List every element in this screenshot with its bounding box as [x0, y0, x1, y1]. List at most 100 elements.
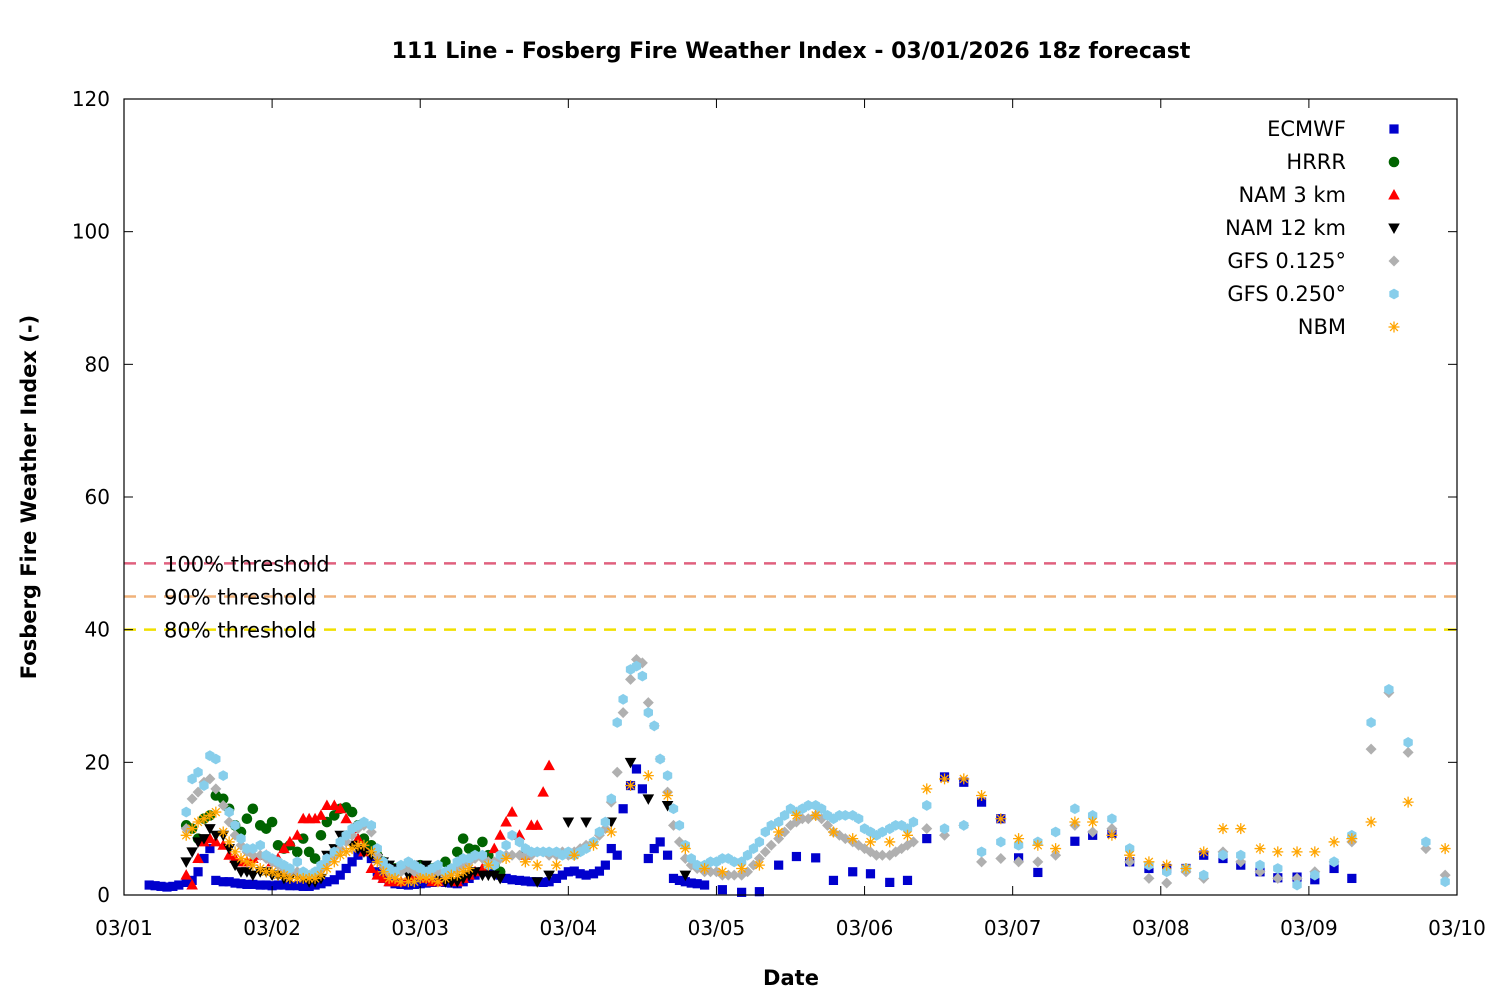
data-point — [192, 852, 204, 864]
data-point — [150, 881, 160, 891]
data-point — [606, 843, 616, 854]
data-point — [229, 860, 241, 872]
data-point — [193, 766, 203, 778]
data-point — [192, 786, 204, 798]
data-point — [686, 878, 696, 888]
data-point — [432, 876, 444, 888]
data-point — [315, 809, 327, 820]
data-point — [921, 783, 933, 795]
data-point — [976, 790, 988, 801]
data-point — [247, 803, 259, 815]
data-point — [284, 872, 296, 884]
data-point — [1143, 872, 1155, 884]
data-point — [217, 799, 229, 811]
data-point — [224, 806, 234, 818]
data-point — [217, 793, 229, 805]
data-point — [1291, 846, 1303, 858]
data-point — [922, 834, 932, 844]
data-point — [1309, 846, 1321, 858]
data-point — [278, 842, 290, 854]
data-point — [939, 829, 951, 841]
data-point — [1365, 816, 1377, 828]
data-point — [291, 872, 303, 884]
data-point — [1087, 816, 1099, 828]
data-point — [352, 832, 364, 844]
data-point — [217, 826, 229, 838]
data-point — [643, 853, 653, 864]
data-point — [1125, 843, 1135, 854]
data-point — [248, 843, 258, 854]
x-tick-label: 03/07 — [984, 916, 1042, 940]
data-point — [742, 849, 753, 861]
data-point — [754, 836, 765, 848]
data-point — [976, 856, 988, 868]
data-point — [440, 856, 451, 868]
data-point — [192, 816, 204, 828]
data-point — [477, 836, 488, 848]
data-point — [186, 823, 198, 835]
data-point — [174, 880, 184, 890]
data-point — [1272, 872, 1284, 884]
data-point — [501, 839, 511, 851]
data-point — [748, 843, 759, 854]
data-point — [606, 793, 616, 805]
legend-marker — [1388, 223, 1400, 234]
data-point — [180, 829, 192, 841]
data-point — [371, 856, 383, 868]
data-point — [637, 784, 647, 794]
data-point — [543, 870, 555, 882]
data-point — [803, 800, 813, 811]
data-point — [1329, 863, 1339, 874]
data-point — [655, 753, 665, 765]
data-point — [1273, 863, 1283, 874]
data-point — [1050, 849, 1062, 861]
data-point — [876, 849, 888, 861]
data-point — [1420, 843, 1432, 855]
data-point — [1439, 843, 1451, 855]
data-point — [543, 759, 555, 771]
data-point — [1032, 839, 1044, 851]
data-point — [451, 846, 463, 858]
data-point — [618, 693, 628, 705]
data-point — [922, 800, 932, 811]
data-point — [1143, 856, 1155, 868]
data-point — [180, 869, 193, 880]
data-point — [1366, 717, 1376, 728]
data-point — [365, 846, 377, 858]
data-point — [1069, 816, 1081, 828]
y-tick-label: 100 — [72, 220, 110, 244]
data-point — [840, 810, 850, 821]
x-tick-label: 03/03 — [391, 916, 449, 940]
data-point — [236, 879, 246, 889]
data-point — [298, 881, 308, 891]
data-point — [507, 829, 517, 841]
data-point — [1272, 846, 1284, 858]
legend-marker — [1389, 124, 1399, 134]
data-point — [506, 806, 518, 817]
data-point — [939, 823, 950, 835]
data-point — [168, 881, 178, 891]
data-point — [996, 836, 1006, 848]
data-point — [377, 872, 389, 883]
data-point — [537, 786, 549, 797]
data-point — [921, 823, 933, 835]
data-point — [1310, 869, 1320, 881]
data-point — [662, 790, 674, 801]
chart-title: 111 Line - Fosberg Fire Weather Index - … — [392, 39, 1191, 64]
data-point — [198, 834, 210, 845]
data-point — [352, 839, 364, 851]
data-point — [204, 809, 216, 821]
data-point — [939, 773, 951, 785]
data-point — [1328, 836, 1340, 848]
data-point — [853, 813, 864, 825]
data-point — [618, 804, 628, 814]
data-point — [902, 829, 914, 841]
data-point — [717, 885, 727, 895]
y-tick-label: 60 — [85, 485, 110, 509]
data-point — [631, 764, 642, 774]
plot-area: 100% threshold 90% threshold 80% threshold — [124, 552, 1457, 643]
data-point — [334, 802, 347, 814]
legend-marker — [1388, 156, 1400, 168]
data-point — [500, 853, 512, 865]
data-point — [396, 859, 406, 871]
